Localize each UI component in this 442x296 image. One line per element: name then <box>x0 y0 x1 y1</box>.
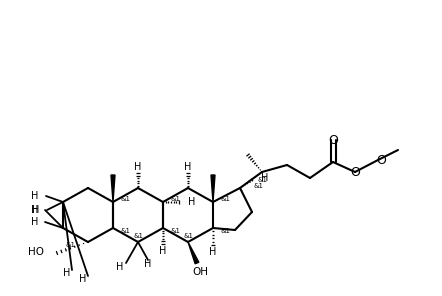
Text: H: H <box>134 162 142 172</box>
Text: &1: &1 <box>170 228 180 234</box>
Text: O: O <box>328 133 338 147</box>
Polygon shape <box>188 242 199 264</box>
Text: OH: OH <box>192 267 208 277</box>
Polygon shape <box>111 175 115 202</box>
Text: &1: &1 <box>257 177 267 183</box>
Text: H: H <box>30 191 38 201</box>
Text: H: H <box>63 268 71 278</box>
Text: H: H <box>210 247 217 257</box>
Text: H: H <box>30 205 38 215</box>
Text: &1: &1 <box>65 242 75 248</box>
Text: HO: HO <box>28 247 44 257</box>
Text: O: O <box>350 165 360 178</box>
Text: H: H <box>32 205 39 215</box>
Text: H: H <box>188 197 195 207</box>
Text: H: H <box>184 162 192 172</box>
Text: &1: &1 <box>253 183 263 189</box>
Text: &1: &1 <box>183 233 193 239</box>
Text: H: H <box>159 246 167 256</box>
Text: H: H <box>79 274 87 284</box>
Text: &1: &1 <box>220 196 230 202</box>
Text: H: H <box>116 262 124 272</box>
Polygon shape <box>211 175 215 202</box>
Text: &1: &1 <box>170 196 180 202</box>
Text: &1: &1 <box>220 228 230 234</box>
Text: H: H <box>144 259 152 269</box>
Text: H: H <box>261 173 268 183</box>
Text: O: O <box>376 154 386 166</box>
Text: &1: &1 <box>120 196 130 202</box>
Text: &1: &1 <box>120 228 130 234</box>
Text: H: H <box>30 217 38 227</box>
Text: &1: &1 <box>133 233 143 239</box>
